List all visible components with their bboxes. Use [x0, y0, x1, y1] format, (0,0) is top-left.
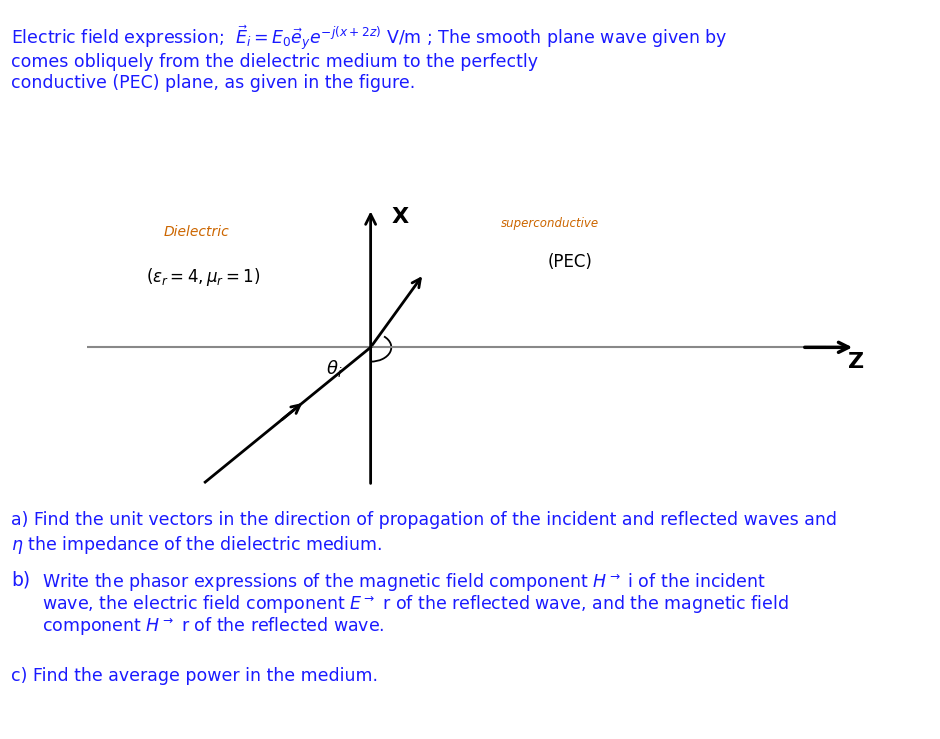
Text: $\mathbf{Z}$: $\mathbf{Z}$	[847, 352, 864, 372]
Text: wave, the electric field component $E^{\rightarrow}$ r of the reflected wave, an: wave, the electric field component $E^{\…	[42, 593, 789, 615]
Text: Write the phasor expressions of the magnetic field component $H^{\rightarrow}$ i: Write the phasor expressions of the magn…	[42, 571, 766, 593]
Text: comes obliquely from the dielectric medium to the perfectly: comes obliquely from the dielectric medi…	[11, 53, 539, 71]
Text: Electric field expression;  $\vec{E}_i = E_0\vec{e}_ye^{-j(x+2z)}$ V/m ; The smo: Electric field expression; $\vec{E}_i = …	[11, 24, 728, 52]
Text: Dielectric: Dielectric	[164, 225, 229, 239]
Text: $\eta$ the impedance of the dielectric medium.: $\eta$ the impedance of the dielectric m…	[11, 534, 383, 556]
Text: $\theta_i$: $\theta_i$	[326, 358, 343, 379]
Text: b): b)	[11, 571, 30, 590]
Text: c) Find the average power in the medium.: c) Find the average power in the medium.	[11, 667, 378, 684]
Text: X: X	[391, 207, 409, 227]
Text: superconductive: superconductive	[501, 217, 599, 230]
Text: $(\varepsilon_r = 4, \mu_r = 1)$: $(\varepsilon_r = 4, \mu_r = 1)$	[146, 265, 260, 287]
Text: (PEC): (PEC)	[548, 253, 593, 271]
Text: component $H^{\rightarrow}$ r of the reflected wave.: component $H^{\rightarrow}$ r of the ref…	[42, 615, 384, 637]
Text: conductive (PEC) plane, as given in the figure.: conductive (PEC) plane, as given in the …	[11, 74, 415, 92]
Text: a) Find the unit vectors in the direction of propagation of the incident and ref: a) Find the unit vectors in the directio…	[11, 511, 838, 529]
